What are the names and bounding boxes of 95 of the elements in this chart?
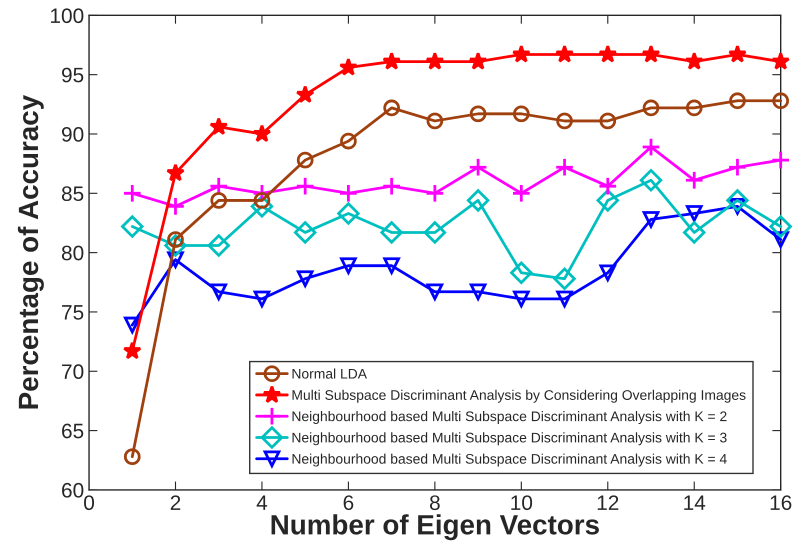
point	[599, 264, 616, 282]
point	[210, 283, 228, 300]
point	[686, 205, 703, 222]
point	[208, 234, 230, 257]
point	[599, 112, 616, 130]
point	[426, 283, 444, 300]
point	[295, 176, 315, 196]
point	[468, 52, 488, 70]
point	[383, 100, 400, 116]
point	[640, 169, 662, 192]
y-tick-label: 90	[62, 126, 84, 142]
legend-label: Neighbourhood based Multi Subspace Discriminant Analysis with K = 4	[292, 454, 727, 467]
y-axis-title: Percentage of Accuracy	[18, 95, 44, 408]
x-tick-label: 12	[598, 495, 618, 510]
point	[122, 184, 142, 204]
x-tick-label: 14	[684, 496, 706, 510]
legend-label: Neighbourhood based Multi Subspace Discriminant Analysis with K = 2	[292, 411, 726, 424]
point	[553, 268, 576, 290]
point	[339, 58, 358, 76]
y-tick-label: 95	[62, 68, 84, 82]
x-tick-label: 4	[256, 496, 268, 510]
y-tick-label: 100	[51, 8, 84, 24]
point	[124, 448, 141, 466]
point	[466, 189, 490, 212]
y-tick-label: 80	[62, 246, 84, 260]
x-tick-label: 16	[770, 495, 792, 510]
point	[383, 257, 400, 274]
point	[380, 221, 403, 244]
point	[772, 92, 790, 110]
point	[382, 52, 401, 70]
point	[726, 189, 749, 212]
x-tick-label: 6	[344, 495, 354, 510]
point	[642, 100, 660, 116]
point	[556, 112, 573, 130]
point	[294, 221, 316, 244]
point	[382, 176, 402, 196]
y-tick-label: 60	[62, 482, 84, 498]
point	[598, 44, 618, 63]
x-tick-label: 8	[430, 495, 440, 510]
point	[555, 44, 574, 63]
point	[642, 211, 660, 228]
point	[512, 44, 531, 63]
point	[686, 100, 703, 116]
point	[166, 163, 185, 182]
point	[426, 112, 444, 130]
legend-label: Multi Subspace Discriminant Analysis by Considering Overlapping Images	[292, 390, 746, 403]
point	[642, 44, 660, 63]
legend-label: Normal LDA	[292, 368, 367, 379]
y-tick-label: 85	[62, 186, 84, 202]
point	[122, 341, 142, 360]
y-tick-label: 65	[62, 424, 84, 438]
point	[296, 152, 314, 168]
point	[209, 117, 228, 135]
point	[728, 157, 748, 177]
x-tick-label: 10	[511, 495, 532, 510]
point	[425, 184, 445, 204]
x-tick-label: 0	[84, 495, 94, 510]
y-tick-label: 75	[62, 305, 84, 320]
point	[426, 52, 444, 70]
point	[470, 283, 486, 300]
x-axis-title: Number of Eigen Vectors	[272, 514, 599, 540]
point	[770, 150, 790, 170]
point	[337, 202, 360, 225]
point	[124, 316, 141, 334]
point	[296, 85, 314, 103]
point	[510, 262, 533, 284]
point	[684, 170, 704, 190]
point	[728, 44, 747, 63]
point	[769, 215, 792, 238]
point	[210, 192, 228, 209]
point	[512, 184, 532, 204]
point	[771, 52, 790, 70]
point	[512, 290, 530, 308]
legend-label: Neighbourhood based Multi Subspace Discriminant Analysis with K = 3	[292, 432, 727, 446]
point	[554, 157, 574, 177]
y-tick-label: 70	[62, 364, 84, 380]
point	[512, 105, 530, 122]
point	[470, 105, 486, 122]
point	[556, 290, 573, 308]
point	[598, 176, 618, 196]
point	[254, 290, 270, 308]
point	[596, 189, 619, 212]
point	[338, 184, 358, 204]
point	[340, 132, 357, 150]
point	[252, 124, 272, 142]
x-tick-label: 2	[170, 495, 180, 510]
point	[468, 157, 488, 177]
point	[340, 257, 357, 274]
point	[683, 221, 706, 244]
point	[729, 92, 746, 110]
point	[641, 137, 661, 157]
point	[424, 221, 446, 244]
point	[121, 215, 144, 238]
point	[296, 270, 314, 288]
point	[684, 52, 704, 70]
